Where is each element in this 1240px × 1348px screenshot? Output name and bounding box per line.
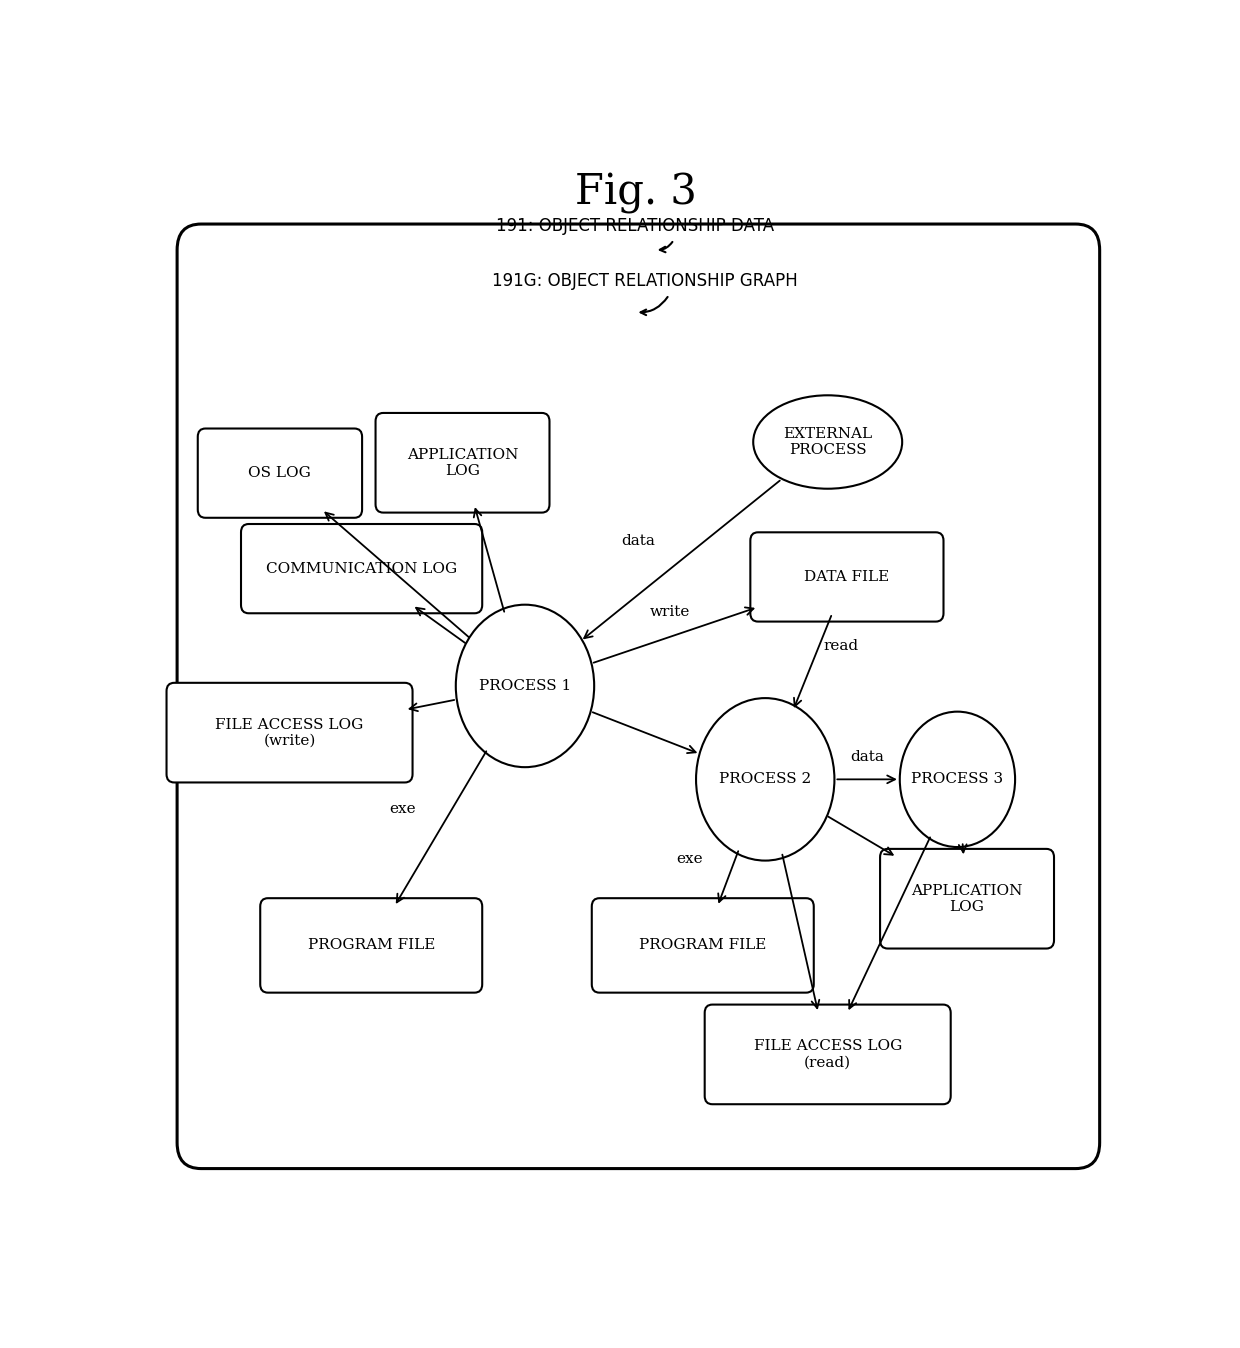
Text: read: read bbox=[823, 639, 859, 654]
Text: FILE ACCESS LOG
(read): FILE ACCESS LOG (read) bbox=[754, 1039, 901, 1069]
Text: PROCESS 3: PROCESS 3 bbox=[911, 772, 1003, 786]
Text: data: data bbox=[621, 534, 655, 549]
Text: COMMUNICATION LOG: COMMUNICATION LOG bbox=[267, 562, 458, 576]
FancyBboxPatch shape bbox=[591, 898, 813, 992]
FancyBboxPatch shape bbox=[177, 224, 1100, 1169]
FancyBboxPatch shape bbox=[704, 1004, 951, 1104]
Text: exe: exe bbox=[677, 852, 703, 865]
FancyBboxPatch shape bbox=[197, 429, 362, 518]
Text: APPLICATION
LOG: APPLICATION LOG bbox=[407, 448, 518, 479]
Text: FILE ACCESS LOG
(write): FILE ACCESS LOG (write) bbox=[216, 717, 363, 748]
Text: EXTERNAL
PROCESS: EXTERNAL PROCESS bbox=[784, 427, 872, 457]
FancyBboxPatch shape bbox=[376, 412, 549, 512]
Text: PROCESS 1: PROCESS 1 bbox=[479, 679, 572, 693]
FancyBboxPatch shape bbox=[260, 898, 482, 992]
Text: PROGRAM FILE: PROGRAM FILE bbox=[308, 938, 435, 953]
Text: Fig. 3: Fig. 3 bbox=[574, 173, 697, 214]
FancyBboxPatch shape bbox=[880, 849, 1054, 949]
Text: DATA FILE: DATA FILE bbox=[805, 570, 889, 584]
Text: OS LOG: OS LOG bbox=[248, 466, 311, 480]
FancyBboxPatch shape bbox=[166, 683, 413, 782]
Ellipse shape bbox=[456, 605, 594, 767]
Ellipse shape bbox=[900, 712, 1016, 847]
Ellipse shape bbox=[696, 698, 835, 860]
Ellipse shape bbox=[753, 395, 903, 489]
Text: PROGRAM FILE: PROGRAM FILE bbox=[639, 938, 766, 953]
Text: 191: OBJECT RELATIONSHIP DATA: 191: OBJECT RELATIONSHIP DATA bbox=[496, 217, 775, 235]
FancyBboxPatch shape bbox=[241, 524, 482, 613]
Text: write: write bbox=[650, 605, 689, 620]
Text: APPLICATION
LOG: APPLICATION LOG bbox=[911, 883, 1023, 914]
Text: 191G: OBJECT RELATIONSHIP GRAPH: 191G: OBJECT RELATIONSHIP GRAPH bbox=[492, 272, 799, 290]
FancyBboxPatch shape bbox=[750, 532, 944, 621]
Text: data: data bbox=[851, 749, 884, 763]
Text: exe: exe bbox=[389, 802, 415, 816]
Text: PROCESS 2: PROCESS 2 bbox=[719, 772, 811, 786]
